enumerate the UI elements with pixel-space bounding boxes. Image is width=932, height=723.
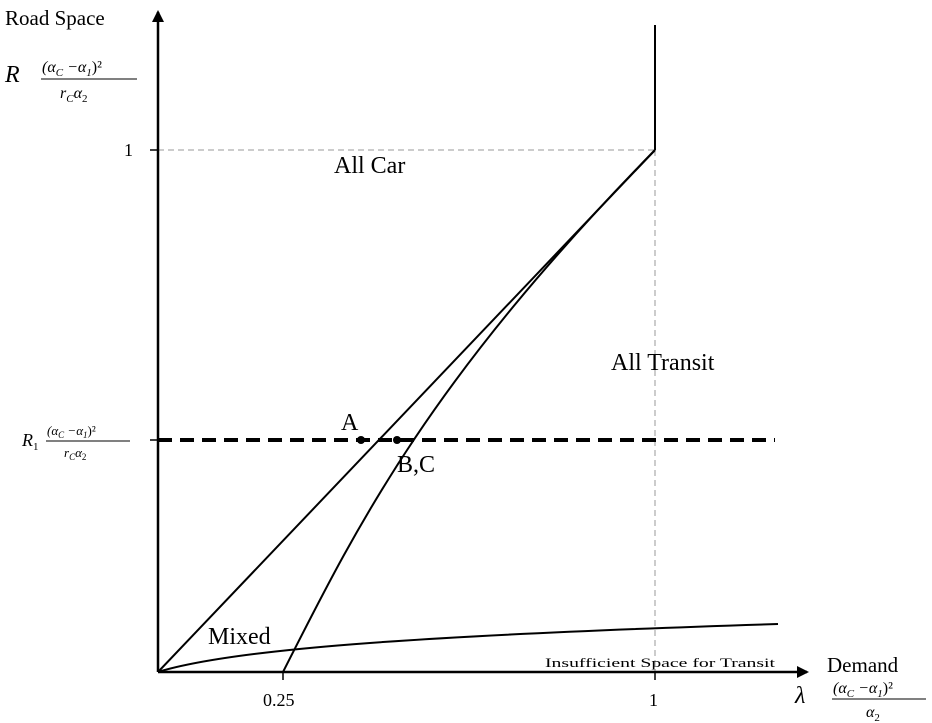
x-tick-label-one: 1 bbox=[649, 690, 658, 710]
region-insufficient: Insufficient Space for Transit bbox=[545, 655, 776, 670]
region-all-car: All Car bbox=[334, 153, 405, 179]
y-axis-title: Road Space bbox=[5, 6, 105, 30]
x-tick-label-quarter: 0.25 bbox=[263, 690, 295, 710]
y-unit-denominator: rCα2 bbox=[60, 85, 87, 105]
insufficient-space-curve bbox=[157, 623, 779, 673]
point-bc-marker bbox=[393, 436, 401, 444]
all-transit-boundary-curve bbox=[282, 149, 656, 673]
y-axis-symbol: R bbox=[4, 62, 20, 88]
x-axis-unit: λ (αC −α1)² α2 bbox=[794, 680, 926, 723]
region-mixed: Mixed bbox=[208, 624, 271, 650]
y-tick-label-r1: R1 (αC −α1)² rCα2 bbox=[21, 423, 130, 462]
point-bc-label: B,C bbox=[397, 452, 435, 478]
point-a-marker bbox=[357, 436, 365, 444]
x-axis-symbol: λ bbox=[794, 683, 805, 709]
r1-denominator: rCα2 bbox=[64, 445, 86, 462]
y-unit-numerator: (αC −α1)² bbox=[42, 59, 102, 79]
x-unit-denominator: α2 bbox=[866, 704, 880, 723]
r1-symbol: R1 bbox=[21, 430, 39, 453]
y-tick-label-one: 1 bbox=[124, 140, 133, 160]
region-all-transit: All Transit bbox=[611, 350, 715, 376]
x-axis-title: Demand bbox=[827, 653, 899, 677]
point-a-label: A bbox=[341, 410, 359, 436]
r1-numerator: (αC −α1)² bbox=[47, 423, 96, 440]
y-axis-unit: R (αC −α1)² rCα2 bbox=[4, 59, 137, 105]
x-unit-numerator: (αC −α1)² bbox=[833, 680, 893, 700]
